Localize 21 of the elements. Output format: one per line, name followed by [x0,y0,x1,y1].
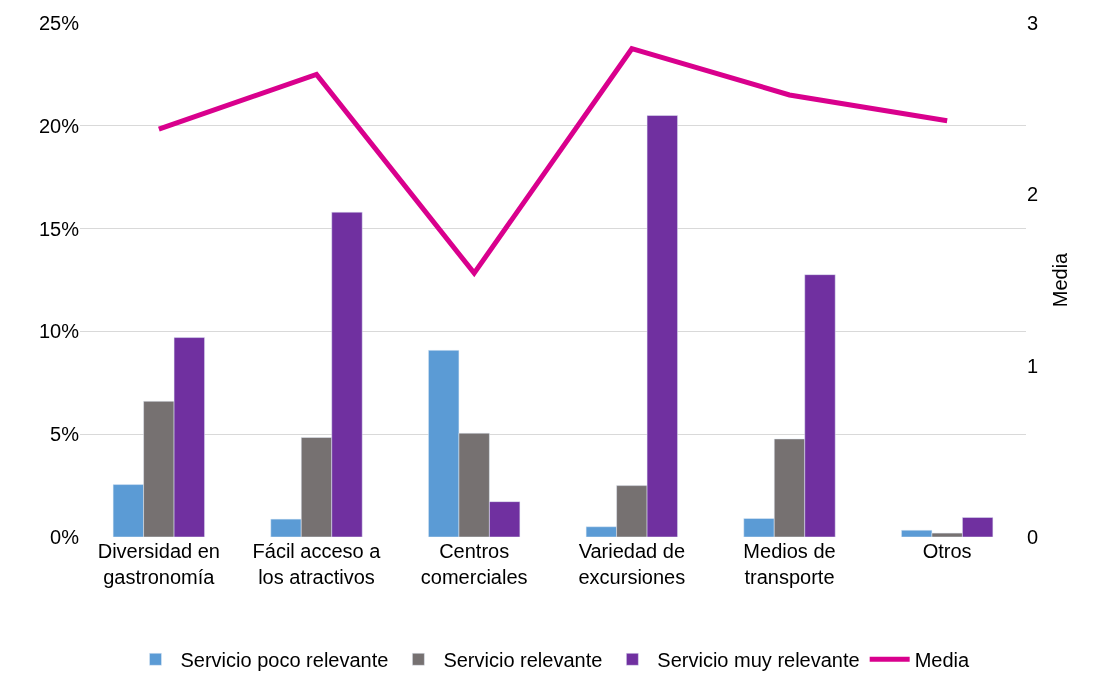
x-tick-label: Fácil acceso a los atractivos [252,540,382,588]
x-tick-label: Diversidad en gastronomía [97,540,220,588]
legend-label: Servicio muy relevante [657,649,860,672]
y-tick-label: 5% [50,423,80,446]
y-tick-label: 25% [38,12,80,34]
y-tick-label: 0% [50,526,80,548]
y2-tick-label: 0 [1027,526,1039,548]
y2-tick-label: 1 [1027,354,1039,377]
y-tick-label: 20% [38,114,80,137]
x-tick-label: Variedad de excursiones [578,540,686,588]
y-tick-label: 15% [38,217,80,240]
y2-axis-title: Media [1048,251,1071,308]
legend-label: Servicio poco relevante [180,649,389,672]
x-tick-label: Otros [922,540,972,562]
y2-tick-label: 3 [1027,12,1039,34]
y2-tick-label: 2 [1027,183,1039,206]
y-tick-label: 10% [38,320,80,343]
legend-label: Servicio relevante [443,649,603,672]
legend-label: Media [914,649,971,672]
x-tick-label: Medios de transporte [743,540,836,588]
x-tick-label: Centros comerciales [420,540,528,588]
